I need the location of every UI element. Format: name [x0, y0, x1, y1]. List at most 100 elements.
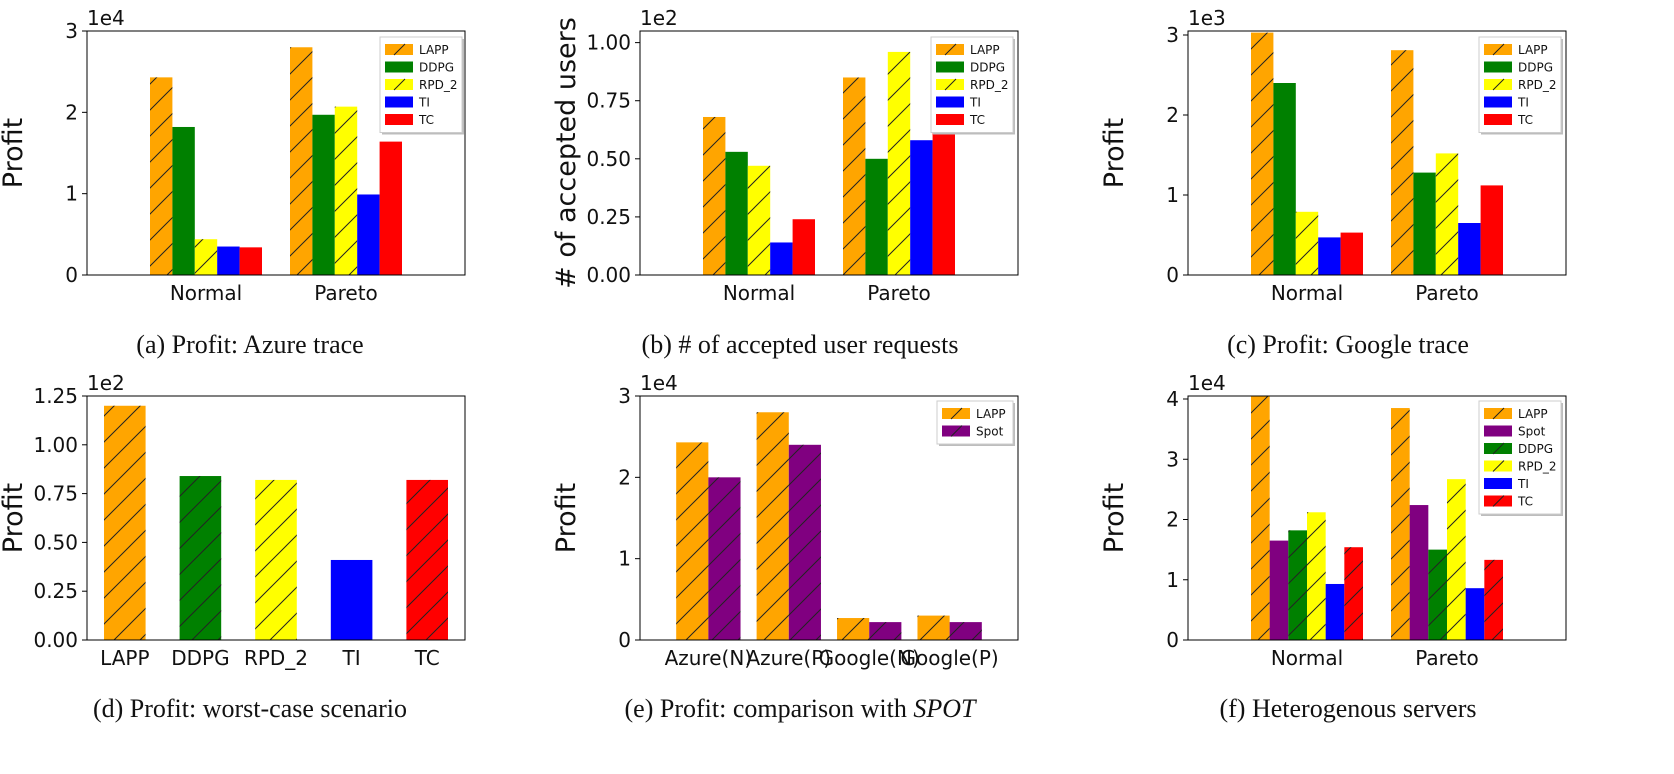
y-axis-label: # of accepted users [551, 17, 582, 289]
x-tick-label: TI [342, 646, 361, 670]
axis-exponent: 1e4 [87, 6, 125, 30]
x-tick-label: Normal [1271, 281, 1343, 305]
bar-tc-hatch [406, 479, 448, 640]
y-axis-label: Profit [1099, 483, 1130, 553]
legend-label: Spot [976, 425, 1004, 439]
y-tick-label: 0 [65, 263, 78, 287]
figure-caption: (a) Profit: Azure trace [136, 330, 363, 359]
bar-lapp-1-hatch [843, 77, 866, 275]
x-tick-label: Normal [723, 281, 795, 305]
bar-lapp-0-hatch [150, 77, 173, 275]
bar-rpd_2-1-hatch [887, 51, 911, 275]
legend-label: TC [1517, 113, 1533, 127]
figure-caption: (f) Heterogenous servers [1219, 694, 1476, 723]
legend-hatch [1492, 495, 1505, 507]
legend-label: DDPG [1518, 61, 1553, 75]
x-tick-label: Azure(N) [665, 646, 753, 670]
bar-lapp-0-hatch [1251, 32, 1274, 275]
y-tick-label: 1.00 [586, 31, 631, 55]
legend-hatch [944, 43, 957, 56]
bar-ddpg-0 [172, 126, 195, 276]
bar-rpd_2-1-hatch [334, 106, 358, 275]
legend-swatch-spot [1484, 425, 1512, 437]
legend-label: RPD_2 [1518, 78, 1556, 92]
legend: LAPP DDPG RPD_2 TI TC [379, 36, 464, 135]
chart-panel-5: Normal Pareto 0 1 2 3 4 1e4 Profit LAPP Spot DDPG RP… [1099, 371, 1567, 723]
y-tick-label: 3 [65, 19, 78, 43]
bar-lapp-3-hatch [917, 615, 950, 640]
legend-hatch [1492, 78, 1505, 91]
chart-panel-0: Normal Pareto 0 1 2 3 1e4 Profit LAPP DDPG RPD_2 TI… [0, 6, 466, 359]
x-tick-label: Normal [1271, 646, 1343, 670]
legend-label: LAPP [419, 43, 449, 57]
legend-label: RPD_2 [970, 78, 1008, 92]
legend-label: LAPP [1518, 43, 1548, 57]
y-tick-label: 0.00 [33, 628, 78, 652]
legend-hatch [393, 43, 406, 56]
x-tick-label: Pareto [1415, 281, 1479, 305]
legend-swatch-ti [385, 96, 413, 108]
bar-ti-1 [1465, 588, 1485, 640]
bar-ddpg-0 [725, 151, 748, 275]
plot-frame [639, 395, 1019, 641]
bar-ti-1 [910, 140, 933, 275]
legend-label: LAPP [976, 407, 1006, 421]
legend-label: TC [1517, 495, 1533, 509]
x-tick-label: Azure(P) [746, 646, 831, 670]
legend-label: TC [969, 113, 985, 127]
bar-ti [330, 559, 373, 640]
bar-ti-0 [1325, 583, 1345, 640]
x-tick-label: Google(P) [901, 646, 999, 670]
figure-caption: (b) # of accepted user requests [642, 330, 959, 359]
y-tick-label: 0.25 [586, 205, 631, 229]
bar-ddpg-0-hatch [1288, 530, 1307, 640]
y-tick-label: 2 [1166, 508, 1179, 532]
bar-tc-1-hatch [1484, 559, 1503, 640]
bar-ddpg-1 [312, 114, 335, 275]
bar-spot-3-hatch [949, 622, 982, 640]
y-tick-label: 0 [1166, 263, 1179, 287]
bar-rpd_2-1-hatch [1447, 479, 1466, 640]
legend-label: DDPG [1518, 442, 1553, 456]
y-tick-label: 2 [618, 465, 631, 489]
legend-label: DDPG [970, 61, 1005, 75]
legend-label: RPD_2 [419, 78, 457, 92]
legend-swatch-tc [936, 114, 964, 125]
bar-ddpg-0 [1273, 83, 1296, 275]
legend: LAPP Spot DDPG RPD_2 TI TC [1478, 400, 1563, 516]
legend-hatch [393, 78, 406, 91]
legend-label: LAPP [1518, 407, 1548, 421]
bar-lapp-0-hatch [703, 116, 726, 275]
bar-spot-1 [1409, 505, 1429, 640]
y-tick-label: 3 [1166, 23, 1179, 47]
y-tick-label: 4 [1166, 387, 1179, 411]
y-tick-label: 1.00 [33, 433, 78, 457]
bar-ddpg-1-hatch [1428, 549, 1447, 640]
y-axis-label: Profit [551, 483, 582, 553]
bar-tc-0 [792, 219, 815, 275]
legend-label: DDPG [419, 61, 454, 75]
axis-exponent: 1e2 [87, 371, 125, 395]
legend-swatch-ti [1484, 478, 1512, 489]
legend: LAPP DDPG RPD_2 TI TC [930, 36, 1015, 135]
y-tick-label: 0.75 [33, 482, 78, 506]
plot-frame [86, 30, 466, 276]
y-tick-label: 1.25 [33, 384, 78, 408]
bar-spot-1-hatch [788, 444, 821, 640]
legend-swatch-tc [385, 114, 413, 125]
axis-exponent: 1e4 [640, 371, 678, 395]
legend-swatch-ddpg [1484, 61, 1512, 73]
y-tick-label: 0.75 [586, 89, 631, 113]
legend-hatch [1492, 43, 1505, 56]
legend-label: TI [418, 96, 430, 110]
legend-hatch [1492, 407, 1505, 420]
y-tick-label: 1 [65, 182, 78, 206]
y-tick-label: 0 [1166, 628, 1179, 652]
x-tick-label: LAPP [100, 646, 149, 670]
bar-ti-1 [357, 194, 380, 275]
x-tick-label: Google(N) [819, 646, 920, 670]
bar-spot-0 [1269, 540, 1289, 640]
caption-emphasis: SPOT [913, 694, 977, 723]
chart-panel-1: Normal Pareto 0.00 0.25 0.50 0.75 1.00 1e2 # of … [551, 6, 1019, 359]
